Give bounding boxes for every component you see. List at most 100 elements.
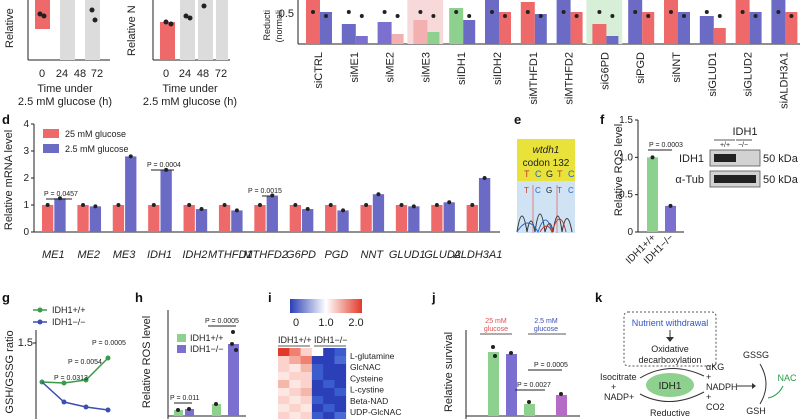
p-value: P = 0.0004 [147, 162, 181, 169]
panel-letter: i [268, 290, 272, 305]
panel-e: e wtdh1 codon 132 T C G T C T C G T C [514, 112, 575, 234]
metabolite: NADP+ [604, 392, 634, 402]
data-point [650, 155, 655, 160]
data-point [324, 14, 328, 18]
data-point [561, 10, 566, 14]
heatmap-cell [278, 356, 290, 365]
data-point [151, 203, 156, 207]
panel-j: j Relative survival 25 mM glucose 2.5 mM… [431, 290, 580, 419]
tick-label: 0.5 [279, 8, 294, 20]
heatmap-cell [334, 380, 347, 389]
bar [395, 205, 408, 232]
group-label: glucose [484, 326, 508, 333]
p-value: P = 0.0054 [68, 359, 102, 366]
data-point [231, 330, 235, 334]
bar [302, 209, 314, 232]
heatmap-cell [289, 348, 301, 357]
legend-label: 25 mM glucose [65, 129, 126, 139]
data-point [470, 203, 475, 207]
x-axis-label: Time under [162, 83, 218, 95]
y-axis-label: Relative [4, 8, 16, 48]
base-letter: C [535, 169, 542, 179]
bar [499, 12, 511, 44]
knockdown-category-labels: siCTRL siME1 siME2 siME3 siIDH1 siIDH2 siMTHFD… [313, 52, 790, 109]
bar [125, 156, 137, 232]
genotype-label: −/− [738, 142, 748, 149]
category-label: siME1 [349, 52, 361, 83]
data-point [45, 203, 50, 207]
panel-i: i 0 1.0 2.0 IDH1+/+ IDH1−/− L-glutamineG… [268, 290, 401, 419]
metabolite: GSSG [743, 350, 769, 360]
category-label: siME2 [385, 52, 397, 83]
bar [488, 352, 499, 416]
data-point [454, 10, 459, 14]
heatmap-cell [311, 380, 324, 389]
bar [54, 198, 66, 232]
tick-label: 72 [91, 68, 103, 80]
heatmap-cell [334, 404, 347, 413]
codon-label: codon 132 [523, 158, 570, 169]
base-letter: T [524, 169, 530, 179]
panel-letter: k [595, 290, 603, 305]
tick-label: 1.0 [619, 152, 633, 163]
heatmap-cell [300, 388, 313, 397]
legend-swatch [43, 129, 59, 138]
compound: NAC [777, 373, 797, 383]
data-point [447, 200, 452, 205]
data-point [399, 203, 404, 207]
bar [289, 205, 302, 232]
tick-label: 24 [179, 68, 191, 80]
series-line-idh1-ko [41, 381, 109, 411]
data-point [305, 207, 310, 212]
heatmap-cell [300, 404, 313, 413]
category-label: siME3 [420, 52, 432, 83]
y-axis-label: Relative ROS level [141, 316, 153, 408]
data-point [646, 14, 651, 18]
bar [427, 32, 440, 44]
p-value: P = 0.0005 [92, 340, 126, 347]
bar [372, 194, 385, 232]
data-point [81, 203, 86, 207]
p-value: P = 0.011 [170, 395, 200, 402]
data-point [83, 404, 89, 410]
data-point [341, 208, 346, 213]
bar [647, 157, 658, 232]
metabolite: + [706, 372, 711, 382]
panel-letter: g [2, 290, 10, 305]
bar [195, 209, 208, 232]
heatmap-cell [289, 372, 301, 381]
bar [77, 205, 89, 232]
data-point [234, 208, 239, 213]
heatmap-cell [278, 380, 290, 389]
metabolite: αKG [706, 362, 724, 372]
y-axis-label: Relative ROS level [613, 124, 625, 216]
heatmap-cell [334, 364, 347, 373]
heatmap-cell [278, 388, 290, 397]
legend-swatch [43, 144, 59, 153]
data-point [503, 14, 507, 18]
p-value: P = 0.0005 [534, 362, 568, 369]
heatmap-cell [334, 372, 347, 381]
reaction-arrow [639, 367, 705, 379]
bar [148, 205, 160, 232]
nutrient-box [623, 311, 717, 367]
data-point [493, 354, 497, 358]
p-value: P = 0.0003 [649, 142, 683, 149]
bar [431, 205, 443, 232]
bar [534, 14, 547, 44]
data-point [257, 203, 262, 207]
tick-label: 3 [23, 146, 29, 157]
category-label: MTHFD2 [243, 249, 288, 261]
heatmap-cell [311, 404, 324, 413]
bar [360, 205, 372, 232]
category-label: ME2 [77, 249, 100, 261]
data-point [411, 204, 416, 209]
tick-label: 1 [23, 200, 29, 211]
panel-letter: j [431, 290, 436, 305]
metabolite: Isocitrate [600, 372, 637, 382]
data-point [37, 11, 43, 17]
heatmap-cell [278, 364, 290, 373]
heatmap-cell [300, 356, 313, 365]
data-point [418, 10, 423, 14]
enzyme-label: IDH1 [659, 381, 682, 392]
